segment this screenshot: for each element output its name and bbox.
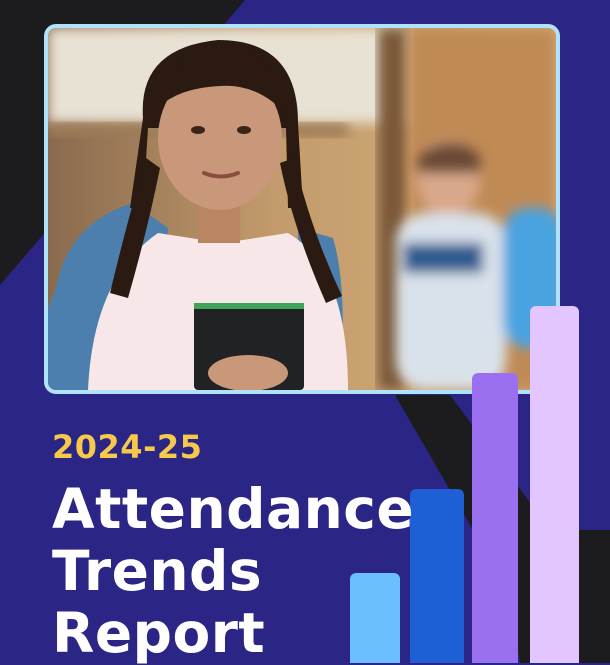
title-line-trends: Trends bbox=[52, 539, 263, 603]
report-year: 2024-25 bbox=[52, 428, 203, 466]
student-photo bbox=[44, 24, 560, 394]
title-line-report: Report bbox=[52, 601, 266, 665]
title-line-attendance: Attendance bbox=[52, 477, 415, 541]
photo-illustration bbox=[48, 28, 556, 390]
